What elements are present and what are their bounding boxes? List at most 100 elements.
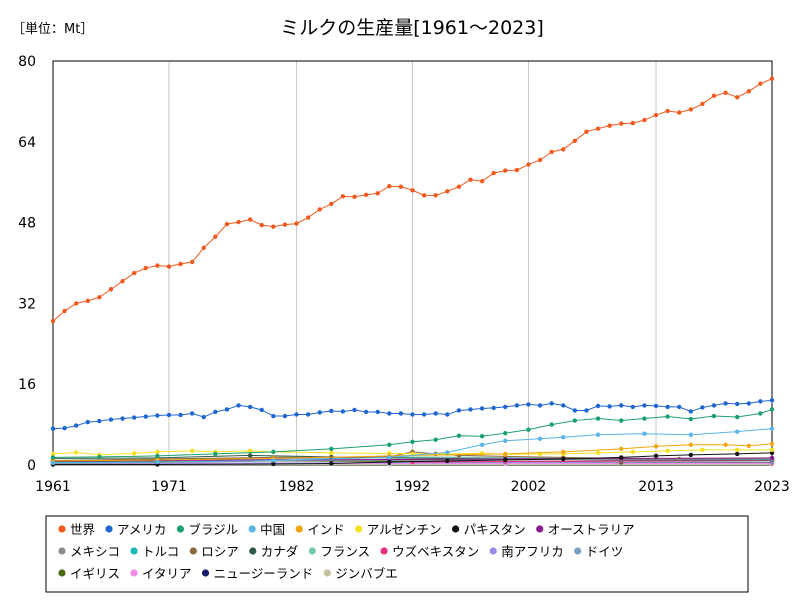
legend-item: ニュージーランド [201, 566, 313, 581]
data-point [642, 117, 647, 123]
data-point [619, 403, 624, 408]
legend-label: イタリア [142, 566, 192, 581]
y-tick-label: 32 [18, 296, 36, 312]
data-point [271, 461, 276, 467]
data-point [375, 409, 380, 415]
data-point [735, 451, 740, 457]
data-point [108, 417, 114, 422]
data-point [503, 430, 508, 436]
legend-label: ロシア [201, 544, 239, 559]
data-point [723, 442, 728, 447]
data-point [155, 263, 160, 268]
data-point [711, 403, 717, 408]
data-point [561, 456, 566, 462]
y-tick-label: 16 [18, 377, 36, 393]
data-point [247, 448, 253, 454]
legend-label: ジンバブエ [335, 566, 398, 581]
data-point [630, 404, 636, 410]
data-point [479, 434, 485, 439]
data-point [572, 138, 578, 143]
x-tick-label: 1982 [279, 479, 315, 495]
data-point [305, 412, 311, 417]
data-point [329, 201, 334, 207]
data-point [213, 234, 218, 239]
legend-item: 世界 [58, 522, 96, 537]
legend-marker [295, 525, 303, 533]
data-point [340, 194, 346, 199]
legend-marker [58, 547, 66, 555]
data-point [630, 120, 636, 126]
data-point [688, 442, 694, 447]
data-point [421, 193, 427, 198]
data-point [688, 432, 694, 437]
data-point [479, 442, 485, 447]
data-point [561, 449, 566, 455]
data-point [155, 453, 160, 459]
data-point [653, 403, 659, 409]
legend-marker [380, 547, 388, 555]
series-line [412, 459, 773, 463]
data-point [514, 403, 520, 408]
data-point [653, 444, 659, 449]
x-tick-label: 1992 [395, 479, 431, 495]
data-point [572, 418, 578, 423]
data-point [201, 414, 206, 420]
legend-label: ウズベキスタン [392, 544, 479, 559]
data-point [398, 411, 404, 416]
data-point [213, 409, 218, 415]
data-point [607, 123, 612, 128]
data-point [189, 259, 195, 265]
data-point [491, 405, 496, 411]
data-point [735, 95, 740, 100]
legend-item: ブラジル [176, 522, 238, 537]
data-point [387, 184, 392, 189]
data-point [688, 416, 694, 422]
data-point [595, 450, 601, 456]
data-point [387, 411, 392, 416]
unit-label: ［単位：Mt］ [12, 21, 93, 37]
legend-marker [248, 525, 256, 533]
legend-marker [176, 525, 185, 533]
data-point [155, 459, 160, 465]
data-point [549, 149, 554, 155]
legend-label: メキシコ [70, 544, 120, 559]
data-point [677, 404, 682, 410]
legend-marker [574, 547, 582, 555]
data-point [166, 412, 172, 418]
legend-item: ジンバブエ [323, 566, 398, 581]
data-point [155, 413, 160, 418]
data-point [503, 438, 508, 443]
data-point [329, 450, 334, 456]
legend-label: 世界 [70, 522, 96, 537]
data-point [271, 458, 276, 463]
legend-item: フランス [308, 544, 370, 559]
data-point [468, 177, 473, 182]
legend-label: イギリス [70, 566, 120, 581]
legend-label: トルコ [142, 544, 179, 559]
data-point [120, 278, 125, 284]
legend-label: アルゼンチン [367, 522, 442, 537]
data-point [433, 193, 438, 198]
data-point [131, 415, 137, 420]
data-point [595, 432, 601, 437]
data-point [503, 404, 508, 410]
data-point [584, 129, 589, 134]
data-point [665, 414, 670, 419]
data-point [155, 449, 160, 455]
data-point [329, 408, 334, 414]
data-point [769, 76, 775, 81]
data-point [758, 399, 763, 404]
data-point [735, 401, 740, 407]
data-point [758, 411, 763, 416]
data-point [642, 431, 647, 436]
data-point [387, 455, 392, 460]
data-point [85, 298, 90, 304]
data-point [294, 412, 299, 417]
data-point [317, 207, 322, 212]
data-point [259, 222, 264, 228]
data-point [445, 189, 450, 194]
data-point [271, 224, 276, 229]
legend-item: ドイツ [574, 544, 623, 559]
data-point [746, 401, 752, 406]
